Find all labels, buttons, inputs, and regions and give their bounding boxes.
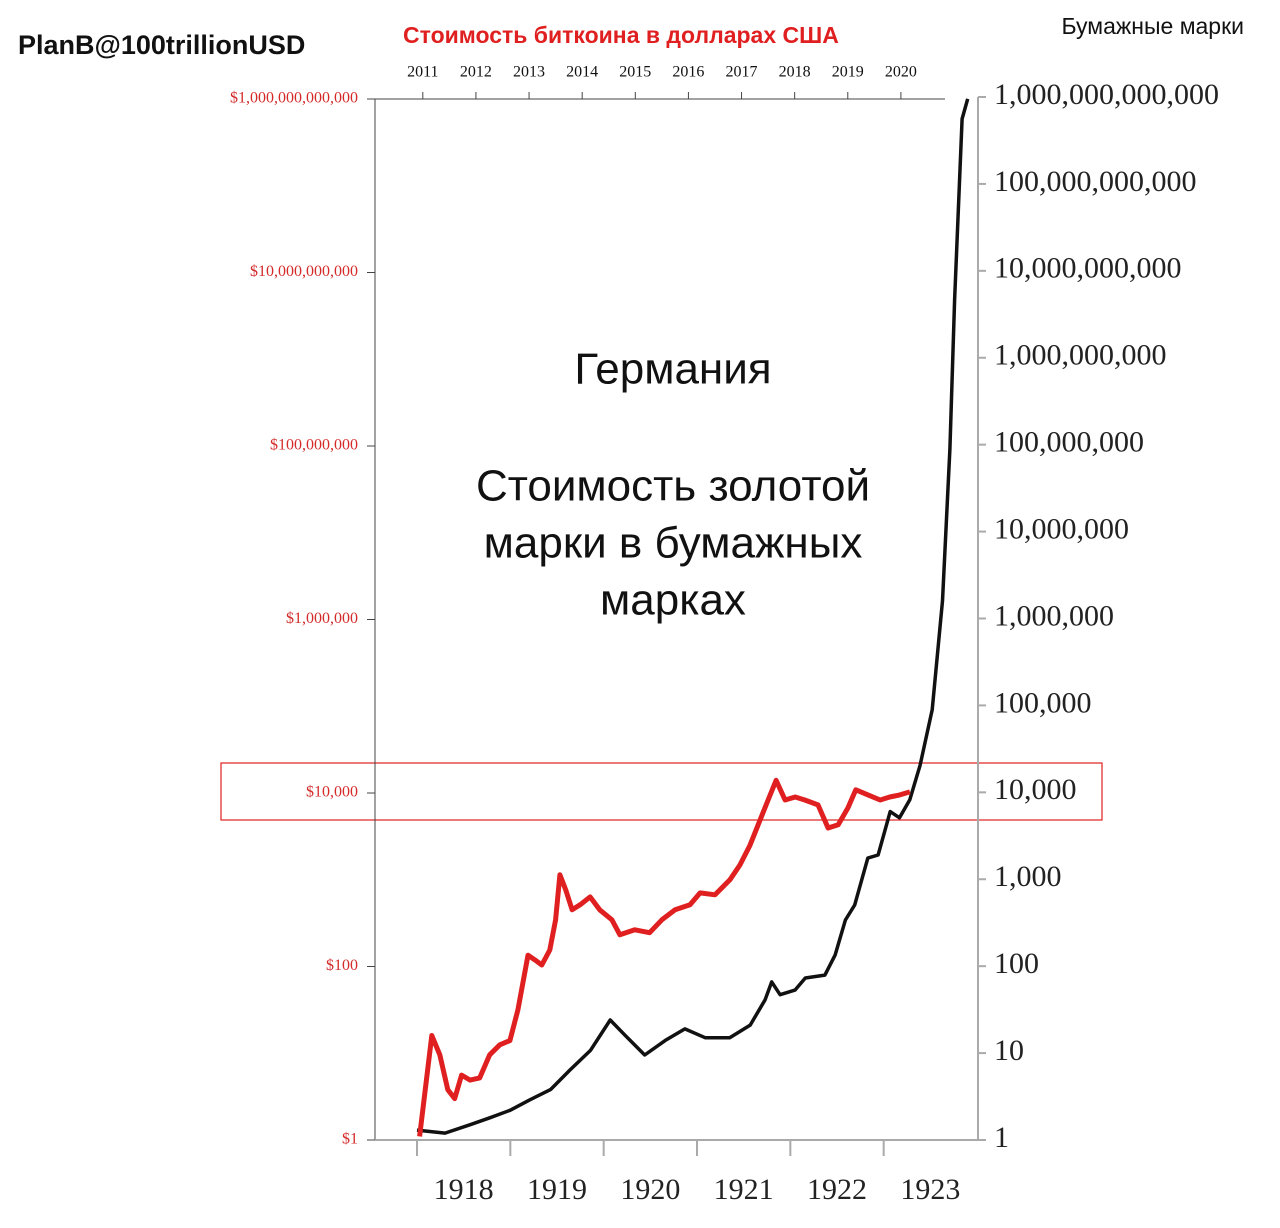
y-tick-label: $1 bbox=[342, 1131, 358, 1148]
x-tick-label: 2011 bbox=[407, 64, 438, 81]
annotation: марках bbox=[600, 576, 746, 625]
x-tick-label: 1919 bbox=[527, 1173, 587, 1206]
data-line bbox=[417, 777, 911, 1137]
x-tick-label: 2018 bbox=[779, 64, 811, 81]
annotation: марки в бумажных bbox=[484, 519, 863, 568]
y2-tick-label: 100,000,000 bbox=[994, 426, 1144, 459]
y2-tick-label: 100,000 bbox=[994, 686, 1092, 719]
x-tick-label: 1918 bbox=[434, 1173, 494, 1206]
x-tick-label: 2012 bbox=[460, 64, 492, 81]
y2-tick-label: 10 bbox=[994, 1034, 1024, 1067]
x-tick-label: 1923 bbox=[900, 1173, 960, 1206]
y2-tick-label: 1,000 bbox=[994, 860, 1062, 893]
y-tick-label: $10,000 bbox=[306, 784, 358, 801]
x-tick-label: 1922 bbox=[807, 1173, 867, 1206]
x-tick-label: 2020 bbox=[885, 64, 917, 81]
y-tick-label: $1,000,000 bbox=[286, 610, 358, 627]
highlight-box bbox=[220, 762, 1103, 821]
x-tick-label: 2015 bbox=[619, 64, 651, 81]
y2-axis-label: Бумажные марки bbox=[1061, 13, 1244, 39]
annotation: Германия bbox=[574, 345, 771, 394]
x-tick-label: 1921 bbox=[714, 1173, 774, 1206]
y2-tick-label: 10,000,000 bbox=[994, 512, 1129, 545]
y-tick-label: $100 bbox=[326, 957, 358, 974]
y2-tick-label: 10,000,000,000 bbox=[994, 252, 1182, 285]
y2-tick-label: 1,000,000 bbox=[994, 599, 1114, 632]
x-tick-label: 2017 bbox=[726, 64, 758, 81]
x-tick-label: 2016 bbox=[672, 64, 704, 81]
annotation: Стоимость золотой bbox=[476, 462, 870, 511]
y2-tick-label: 10,000 bbox=[994, 773, 1077, 806]
y2-tick-label: 1 bbox=[994, 1121, 1009, 1154]
y2-tick-label: 100 bbox=[994, 947, 1039, 980]
x-tick-label: 2013 bbox=[513, 64, 545, 81]
chart-title: Стоимость биткоина в долларах США bbox=[403, 22, 839, 48]
y-tick-label: $10,000,000,000 bbox=[250, 263, 358, 280]
y2-tick-label: 1,000,000,000,000 bbox=[994, 78, 1219, 111]
y2-tick-label: 1,000,000,000 bbox=[994, 339, 1167, 372]
x-tick-label: 2019 bbox=[832, 64, 864, 81]
y-tick-label: $1,000,000,000,000 bbox=[230, 90, 358, 107]
data-line bbox=[416, 98, 970, 1135]
y2-tick-label: 100,000,000,000 bbox=[994, 165, 1197, 198]
watermark: PlanB@100trillionUSD bbox=[18, 30, 305, 60]
x-tick-label: 2014 bbox=[566, 64, 598, 81]
y-tick-label: $100,000,000 bbox=[270, 437, 358, 454]
x-tick-label: 1920 bbox=[620, 1173, 680, 1206]
